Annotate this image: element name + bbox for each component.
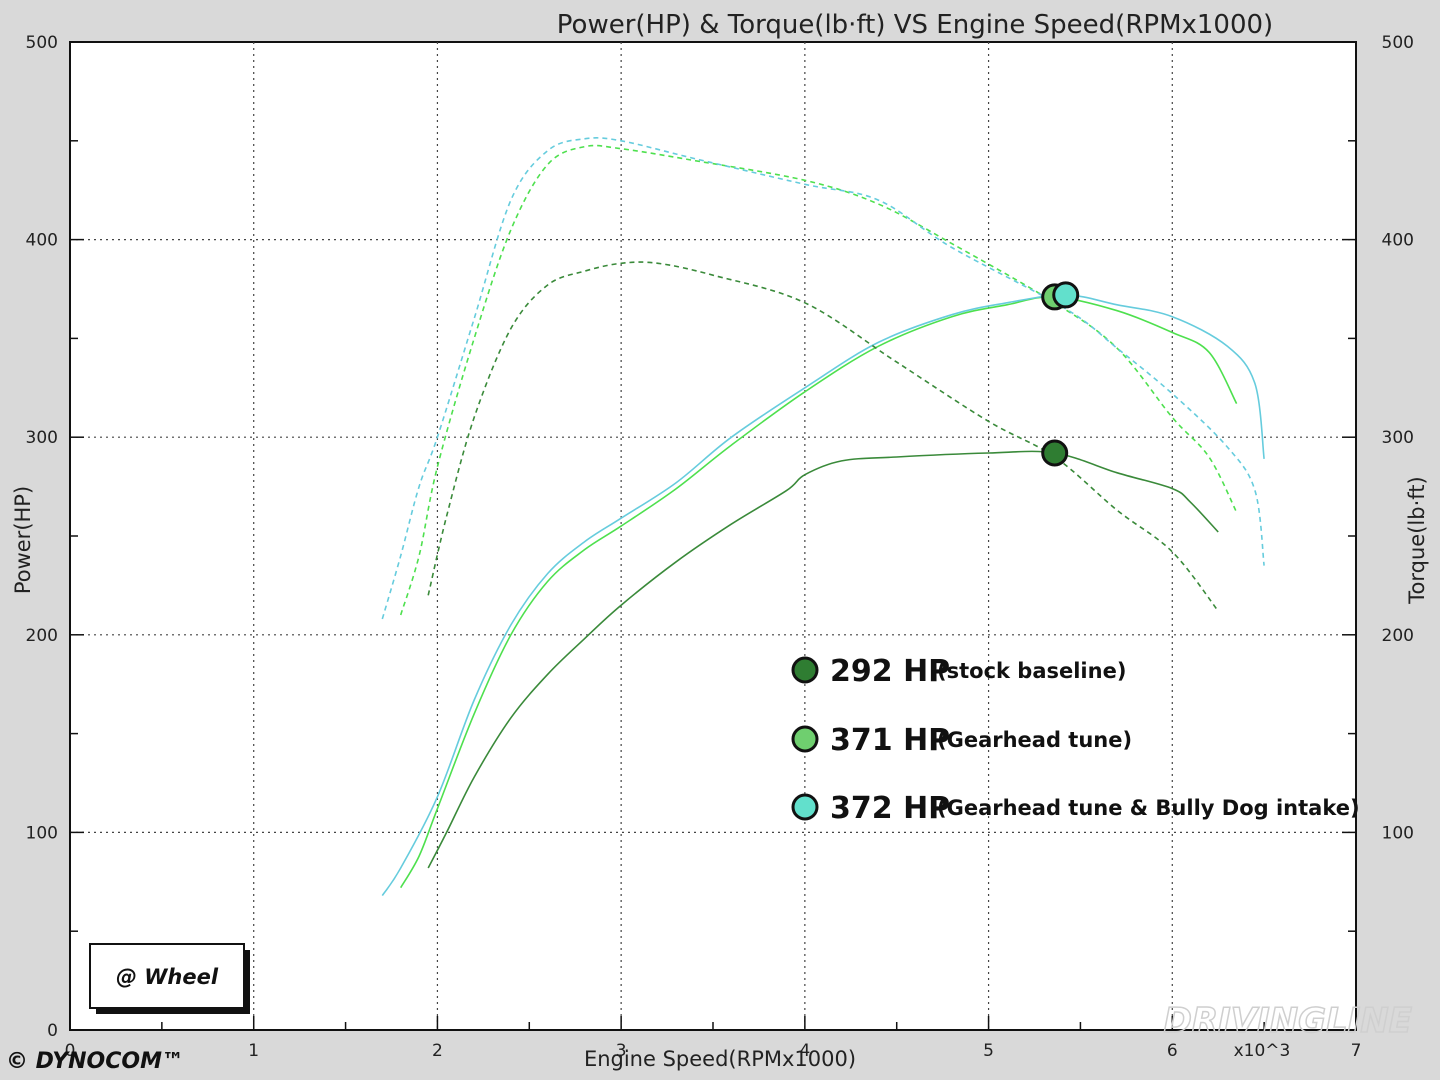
x-multiplier-label: x10^3 (1234, 1041, 1291, 1061)
y-axis-label-right: Torque(lb·ft) (1405, 476, 1429, 604)
x-tick-label: 2 (432, 1041, 443, 1061)
grid-lines (70, 42, 1356, 1030)
y-tick-label-right: 200 (1382, 626, 1414, 646)
peak-marker (1052, 281, 1080, 309)
y-tick-label-left: 300 (26, 428, 58, 448)
torque-curve-bully (381, 137, 1265, 620)
x-tick-label: 6 (1167, 1041, 1178, 1061)
y-tick-label-right: 100 (1382, 823, 1414, 843)
y-tick-label-left: 200 (26, 626, 58, 646)
legend-description: (stock baseline) (937, 659, 1126, 683)
x-tick-label: 3 (616, 1041, 627, 1061)
svg-text:@ Wheel: @ Wheel (116, 965, 219, 989)
power-curve-stock (427, 450, 1219, 869)
legend-swatch (791, 725, 819, 753)
x-axis-label: Engine Speed(RPMx1000) (584, 1047, 856, 1071)
y-tick-label-right: 500 (1382, 33, 1414, 53)
peak-marker (1041, 439, 1069, 467)
y-tick-label-left: 0 (47, 1021, 58, 1041)
legend-hp-value: 371 HP (830, 723, 950, 758)
y-tick-label-left: 400 (26, 231, 58, 251)
y-tick-label-left: 500 (26, 33, 58, 53)
y-tick-label-right: 300 (1382, 428, 1414, 448)
chart-title: Power(HP) & Torque(lb·ft) VS Engine Spee… (557, 10, 1273, 40)
torque-curve-stock (427, 261, 1219, 612)
y-axis-label-left: Power(HP) (11, 486, 35, 594)
x-tick-label: 0 (65, 1041, 76, 1061)
legend-hp-value: 292 HP (830, 654, 950, 689)
legend-description: (Gearhead tune & Bully Dog intake) (937, 796, 1360, 820)
legend: 292 HP(stock baseline)371 HP(Gearhead tu… (791, 654, 1360, 826)
series-lines (381, 137, 1265, 897)
x-tick-label: 5 (983, 1041, 994, 1061)
peak-markers (1041, 281, 1080, 467)
drivingline-watermark: DRIVINGLINE (1164, 1001, 1412, 1041)
legend-hp-value: 372 HP (830, 791, 950, 826)
power-curve-gearhead (400, 296, 1238, 889)
power-curve-bully (381, 294, 1265, 897)
y-tick-label-left: 100 (26, 823, 58, 843)
axis-ticks: 0 1 2 3 4 5 6 7 0 100 200 300 400 500 100 200 300 400 500 (26, 33, 1414, 1061)
y-tick-label-right: 400 (1382, 231, 1414, 251)
x-tick-label: 7 (1351, 1041, 1362, 1061)
legend-swatch (791, 656, 819, 684)
legend-description: (Gearhead tune) (937, 728, 1132, 752)
at-wheel-badge: @ Wheel (89, 943, 250, 1014)
x-tick-label: 1 (248, 1041, 259, 1061)
legend-swatch (791, 793, 819, 821)
x-tick-label: 4 (799, 1041, 810, 1061)
dynocom-logo: © DYNOCOM™ (6, 1049, 184, 1074)
